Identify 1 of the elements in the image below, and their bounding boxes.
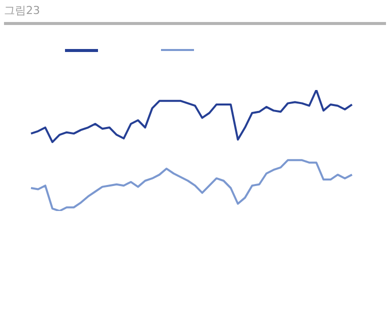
chart-title: 그림23 xyxy=(4,3,40,18)
